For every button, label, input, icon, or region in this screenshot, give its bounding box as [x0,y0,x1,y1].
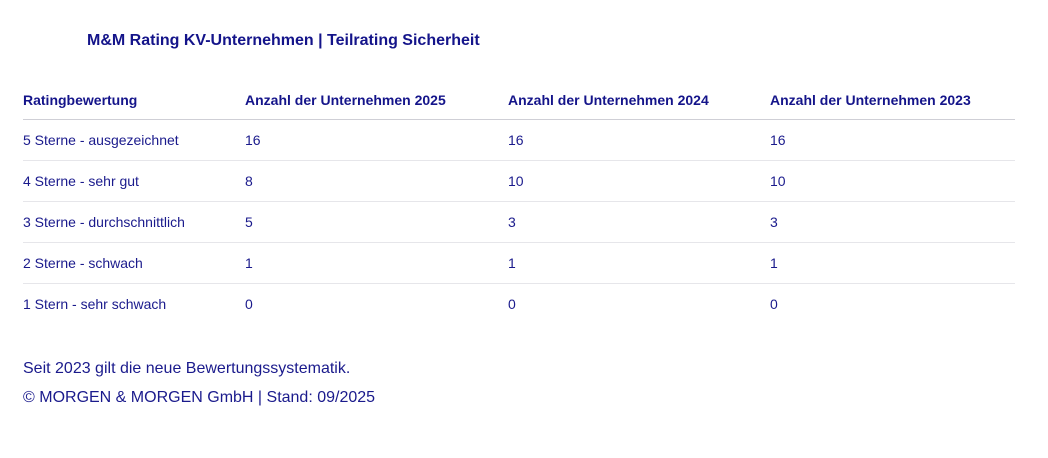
count-2023-cell: 10 [770,160,1015,202]
ratings-table: Ratingbewertung Anzahl der Unternehmen 2… [23,80,1015,324]
rating-cell: 5 Sterne - ausgezeichnet [23,119,245,161]
count-2025-cell: 16 [245,119,508,161]
table-row: 2 Sterne - schwach 1 1 1 [23,242,1015,284]
count-2023-cell: 16 [770,119,1015,161]
rating-cell: 2 Sterne - schwach [23,242,245,284]
count-2023-cell: 1 [770,242,1015,284]
table-row: 4 Sterne - sehr gut 8 10 10 [23,160,1015,202]
column-header-2025: Anzahl der Unternehmen 2025 [245,80,508,120]
table-title: M&M Rating KV-Unternehmen | Teilrating S… [87,32,480,49]
rating-cell: 4 Sterne - sehr gut [23,160,245,202]
column-header-2023: Anzahl der Unternehmen 2023 [770,80,1015,120]
table-row: 1 Stern - sehr schwach 0 0 0 [23,284,1015,325]
copyright-notice: © MORGEN & MORGEN GmbH | Stand: 09/2025 [23,389,376,406]
count-2024-cell: 0 [508,296,516,312]
rating-cell: 3 Sterne - durchschnittlich [23,201,245,243]
column-header-rating: Ratingbewertung [23,80,245,120]
count-2025-cell: 5 [245,201,508,243]
count-2023-cell: 3 [770,201,1015,243]
table-row: 3 Sterne - durchschnittlich 5 3 3 [23,201,1015,243]
count-2024-cell: 1 [508,242,770,284]
rating-cell: 1 Stern - sehr schwach [23,296,167,312]
count-2025-cell: 1 [245,242,508,284]
count-2024-cell: 3 [508,201,770,243]
count-2025-cell: 0 [245,296,253,312]
count-2024-cell: 16 [508,119,770,161]
table-header-row: Ratingbewertung Anzahl der Unternehmen 2… [23,80,1015,120]
count-2025-cell: 8 [245,160,508,202]
count-2023-cell: 0 [770,296,778,312]
column-header-2024: Anzahl der Unternehmen 2024 [508,80,770,120]
methodology-note: Seit 2023 gilt die neue Bewertungssystem… [23,360,351,377]
table-row: 5 Sterne - ausgezeichnet 16 16 16 [23,119,1015,161]
count-2024-cell: 10 [508,160,770,202]
